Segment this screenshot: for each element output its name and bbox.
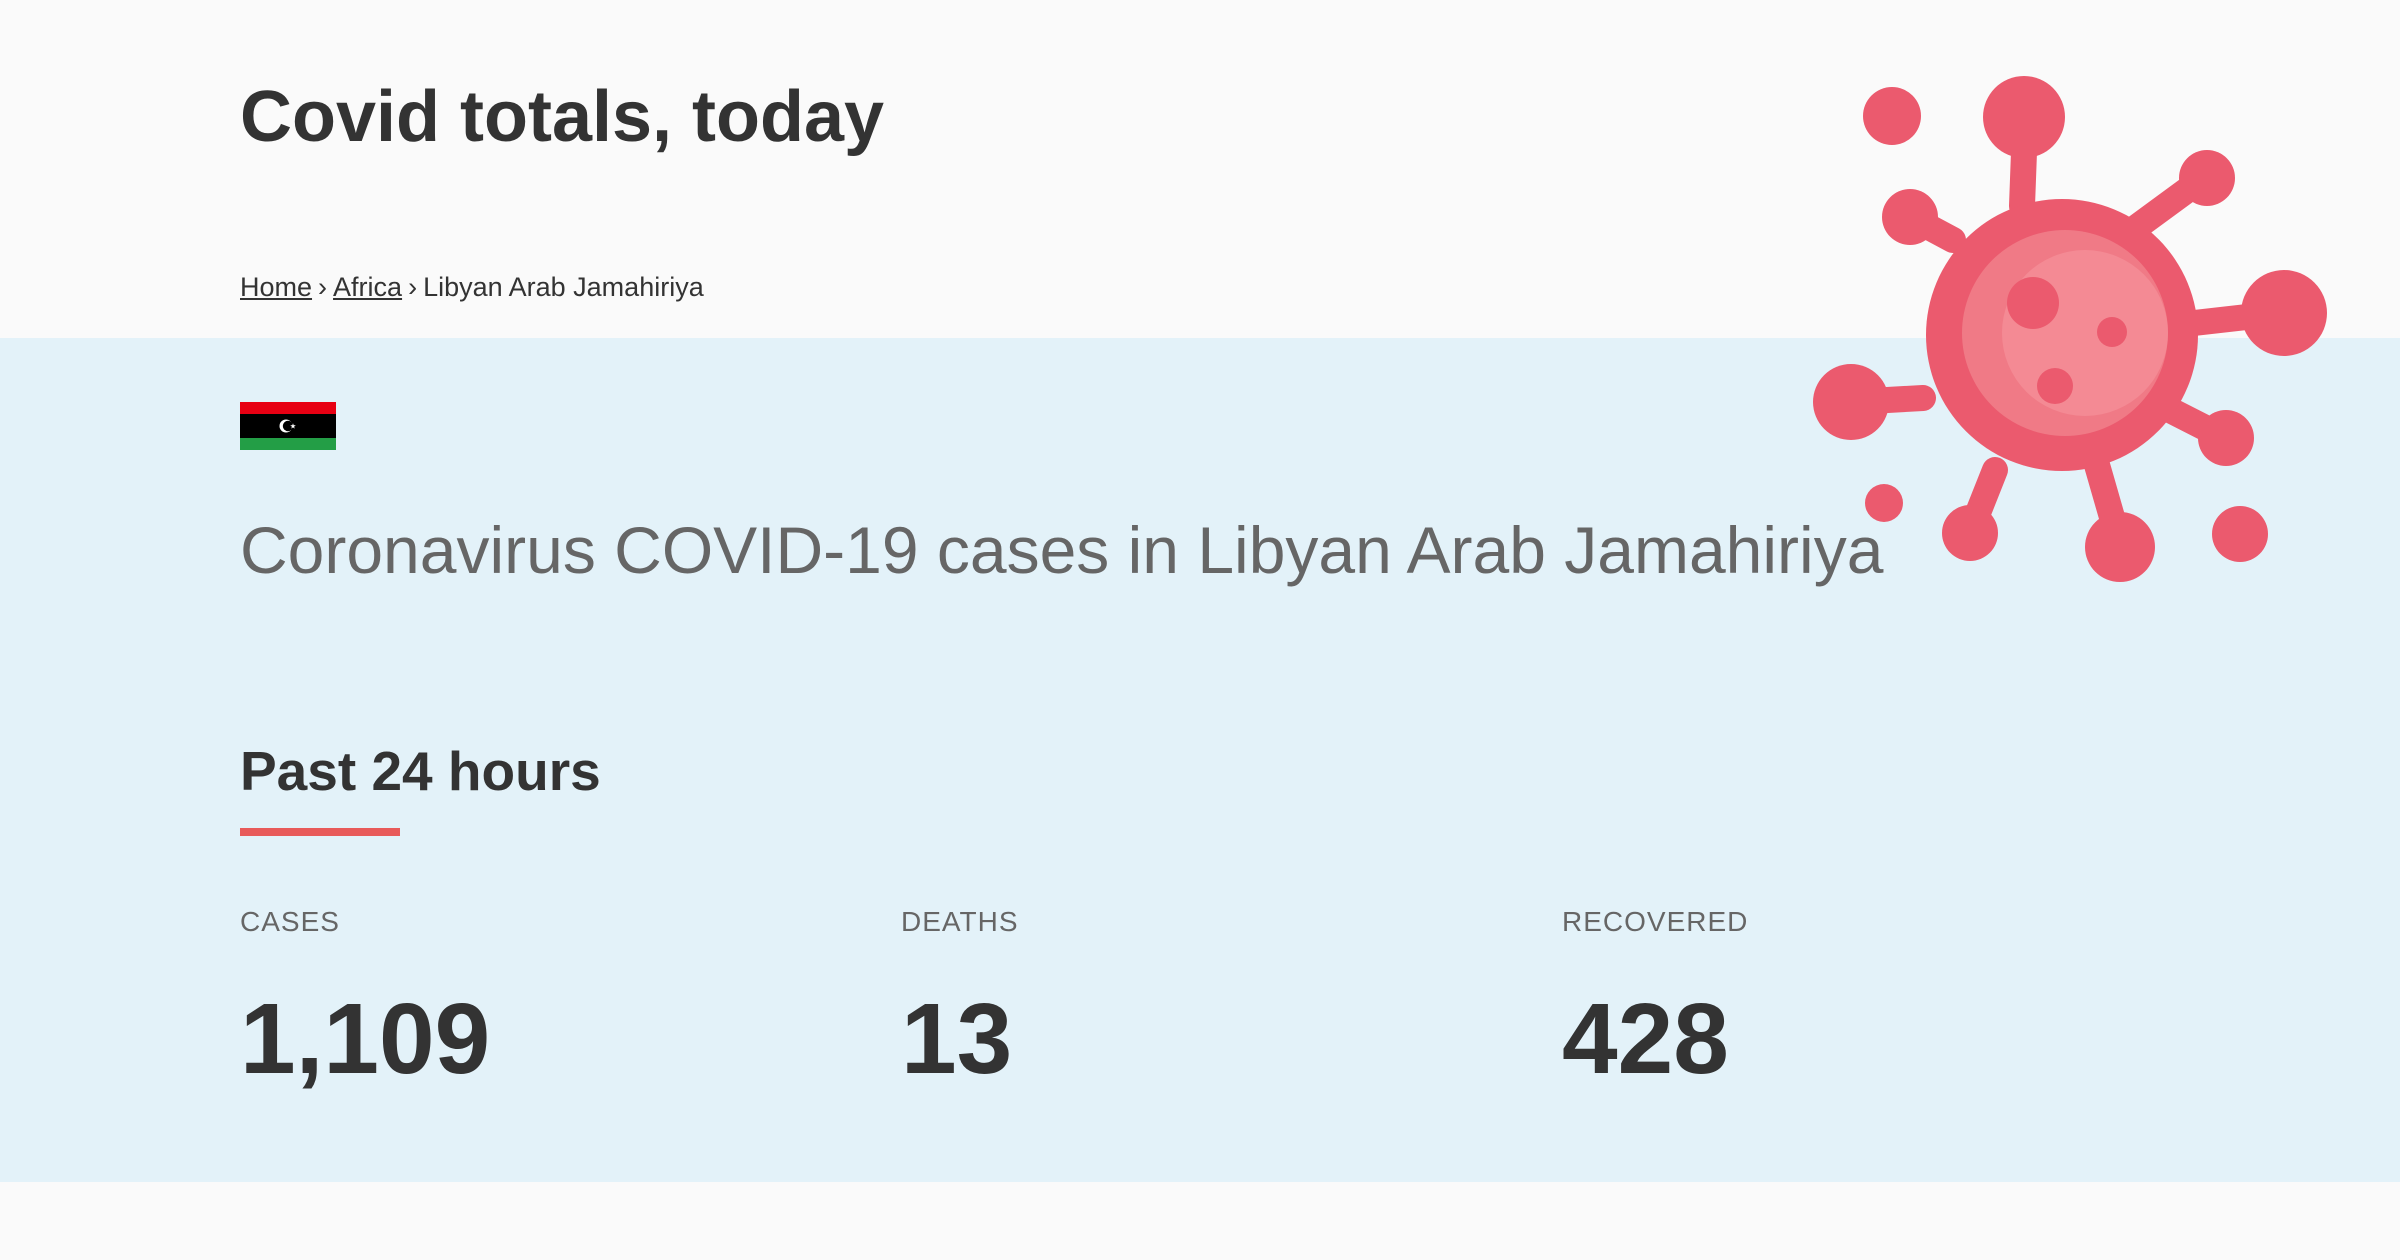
stat-recovered-label: RECOVERED [1562,906,1749,937]
stat-cases-value: 1,109 [240,983,491,1095]
stat-recovered-value: 428 [1562,983,1729,1095]
breadcrumb-separator: › [408,272,418,302]
stat-deaths-label: DEATHS [901,906,1019,937]
section-title: Past 24 hours [240,740,601,802]
stat-deaths: DEATHS 13 [901,904,1501,1094]
stat-cases: CASES 1,109 [240,904,840,1094]
section-title-underline [240,828,400,836]
stat-deaths-value: 13 [901,983,1013,1095]
country-heading: Coronavirus COVID-19 cases in Libyan Ara… [240,513,1884,587]
stat-cases-label: CASES [240,906,340,937]
breadcrumb: Home › Africa › Libyan Arab Jamahiriya [240,270,704,304]
stat-recovered: RECOVERED 428 [1562,904,2162,1094]
coronavirus-icon [1813,76,2327,582]
breadcrumb-current: Libyan Arab Jamahiriya [423,272,704,302]
libya-flag-icon [240,402,336,450]
page-header: Covid totals, today Home › Africa › Libyan A… [0,0,2400,338]
breadcrumb-separator: › [318,272,328,302]
breadcrumb-home-link[interactable]: Home [240,272,313,302]
site-title: Covid totals, today [240,77,885,157]
breadcrumb-region-link[interactable]: Africa [333,272,403,302]
